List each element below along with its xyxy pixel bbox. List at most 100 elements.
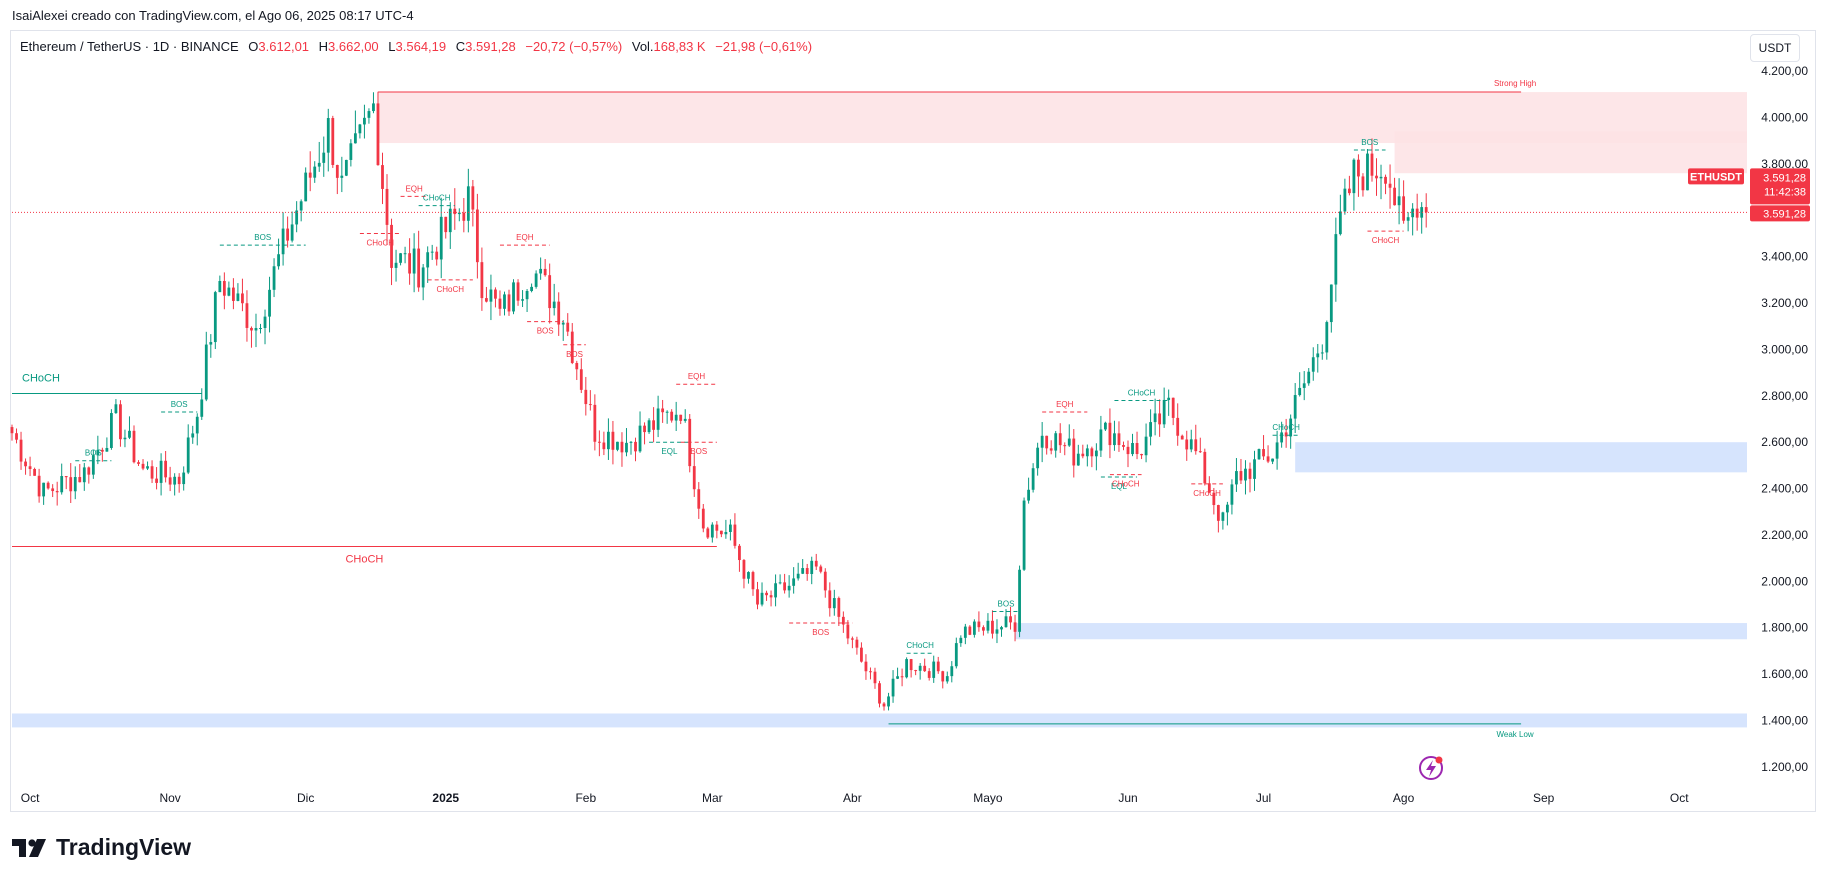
candle-body [1189, 439, 1193, 450]
candle-body [399, 253, 402, 263]
level-label: Weak Low [1496, 730, 1533, 739]
structure-label: BOS [254, 233, 271, 242]
candle-body [1040, 435, 1044, 448]
y-tick-label: 1.400,00 [1761, 713, 1808, 727]
y-tick-label: 2.200,00 [1761, 528, 1808, 542]
candle-body [837, 598, 841, 617]
candle-body [900, 676, 904, 678]
candle-body [1167, 397, 1171, 400]
currency-button[interactable]: USDT [1750, 34, 1800, 62]
candle-body [33, 469, 36, 476]
candle-body [1104, 422, 1107, 430]
candle-body [557, 301, 561, 325]
candle-body [173, 476, 177, 485]
candle-body [123, 437, 127, 440]
candle-body [1239, 471, 1243, 481]
candle-body [372, 103, 375, 112]
candle-body [91, 455, 95, 475]
candle-body [620, 441, 624, 453]
y-tick-label: 3.800,00 [1761, 157, 1808, 171]
y-tick-label: 2.400,00 [1761, 482, 1808, 496]
candle-body [141, 463, 145, 469]
structure-label: CHoCH [1272, 423, 1300, 432]
candle-body [182, 472, 186, 485]
tradingview-logo-icon [12, 838, 48, 857]
candle-body [765, 592, 768, 596]
candle-body [73, 477, 77, 492]
candle-body [566, 322, 570, 332]
y-tick-label: 1.600,00 [1761, 667, 1808, 681]
high-value: 3.662,00 [328, 39, 379, 54]
candle-body [480, 262, 484, 299]
low-label: L [388, 39, 396, 54]
candle-body [335, 164, 339, 178]
candle-body [259, 328, 262, 330]
candle-body [105, 447, 109, 452]
symbol-title[interactable]: Ethereum / TetherUS · 1D · BINANCE [20, 39, 239, 54]
candle-body [28, 466, 32, 470]
candle-body [1122, 445, 1125, 447]
candle-body [1158, 413, 1162, 425]
structure-label: EQH [1056, 400, 1074, 409]
candle-body [1198, 451, 1202, 453]
candle-body [850, 638, 854, 640]
candle-body [1045, 435, 1049, 449]
candle-body [426, 252, 430, 268]
candle-body [471, 186, 475, 210]
candle-body [1311, 357, 1315, 372]
candle-body [363, 117, 366, 125]
candle-body [1058, 433, 1062, 446]
candle-body [638, 425, 642, 452]
candle-body [778, 582, 782, 584]
candle-body [245, 303, 249, 328]
lightning-icon[interactable] [1419, 756, 1443, 780]
candle-body [191, 433, 195, 438]
candle-body [358, 124, 362, 134]
candle-body [548, 275, 552, 309]
candle-body [792, 578, 796, 586]
candle-body [728, 524, 732, 532]
candle-body [936, 661, 940, 672]
candle-body [991, 620, 994, 634]
candle-body [1307, 371, 1311, 384]
candle-body [756, 589, 759, 605]
structure-label: CHoCH [1128, 388, 1156, 397]
candle-body [209, 342, 213, 345]
candle-body [408, 253, 412, 274]
candle-body [417, 248, 421, 288]
candle-body [435, 251, 439, 260]
ticker-tag-label: ETHUSDT [1690, 171, 1742, 183]
candle-body [168, 477, 172, 485]
candle-body [661, 408, 665, 413]
y-tick-label: 2.800,00 [1761, 389, 1808, 403]
structure-label: CHoCH [1372, 236, 1400, 245]
candle-body [204, 344, 208, 400]
candle-body [64, 476, 68, 478]
candle-body [927, 671, 931, 678]
candle-body [534, 273, 538, 287]
candle-body [331, 118, 335, 165]
candle-body [1212, 492, 1216, 506]
candle-body [1135, 443, 1139, 455]
candle-body [313, 166, 317, 178]
x-tick-label: Feb [575, 791, 596, 805]
candle-body [819, 566, 823, 572]
candle-body [1185, 439, 1189, 450]
open-value: 3.612,01 [258, 39, 310, 54]
price-tag [1750, 168, 1810, 205]
y-tick-label: 3.000,00 [1761, 342, 1808, 356]
candle-body [516, 282, 520, 301]
candle-body [390, 224, 393, 268]
candle-body [1343, 188, 1347, 212]
open-label: O [248, 39, 259, 54]
candle-body [805, 568, 809, 575]
candle-body [647, 420, 651, 433]
candle-body [1253, 459, 1256, 479]
candle-body [1406, 217, 1410, 221]
candle-body [855, 639, 859, 648]
candle-body [561, 322, 565, 325]
candle-body [385, 188, 389, 225]
candle-body [381, 165, 384, 189]
candle-body [37, 475, 41, 497]
